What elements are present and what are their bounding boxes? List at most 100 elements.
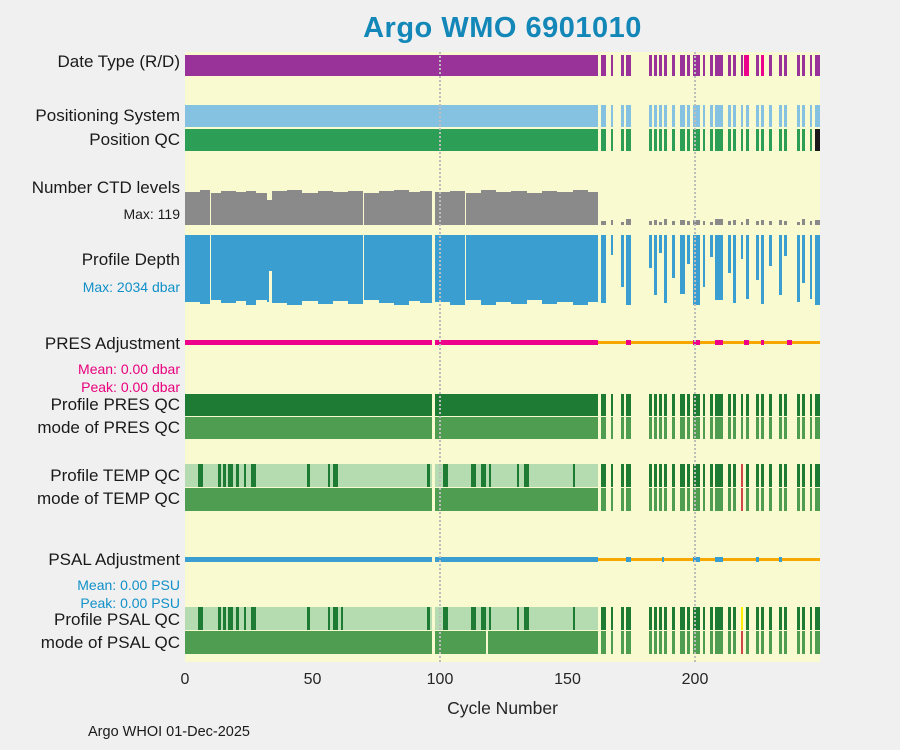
- ctd-levels-bar: [480, 190, 497, 225]
- profile-depth-bar: [496, 235, 512, 302]
- date-type-seg: [600, 55, 606, 76]
- mode-pres-qc-seg: [621, 417, 624, 439]
- row-label: Peak: 0.00 PSU: [80, 595, 180, 611]
- mode-psal-qc-seg: [733, 631, 736, 654]
- profile-depth-bar: [733, 235, 736, 304]
- profile-temp-qc-seg: [802, 464, 805, 487]
- profile-psal-qc-seg: [710, 607, 713, 630]
- ctd-levels-bar: [542, 190, 558, 225]
- profile-psal-qc-tick: [327, 607, 331, 630]
- mode-temp-qc-seg: [692, 488, 701, 511]
- position-qc-seg: [664, 129, 667, 151]
- ctd-levels-bar: [246, 190, 257, 225]
- mode-pres-qc-seg: [797, 417, 800, 439]
- ctd-levels-bar: [317, 190, 333, 225]
- mode-temp-qc-seg: [621, 488, 624, 511]
- profile-psal-qc-seg: [802, 607, 805, 630]
- mode-psal-qc-seg: [702, 631, 706, 654]
- ctd-levels-bar: [621, 222, 624, 225]
- mode-temp-qc-seg: [779, 488, 782, 511]
- position-qc-seg: [672, 129, 675, 151]
- profile-psal-qc-tick: [243, 607, 247, 630]
- profile-psal-qc-tick: [488, 607, 492, 630]
- profile-depth-bar: [692, 235, 701, 305]
- profile-psal-qc-tick: [524, 607, 530, 630]
- profile-temp-qc-seg: [756, 464, 759, 487]
- profile-depth-bar: [746, 235, 749, 299]
- profile-depth-bar: [302, 235, 318, 301]
- positioning-system-solid: [185, 105, 599, 127]
- profile-depth-bar: [332, 235, 349, 302]
- profile-temp-qc-seg: [659, 464, 662, 487]
- position-qc-seg: [715, 129, 724, 151]
- profile-temp-qc-seg: [797, 464, 800, 487]
- mode-pres-qc-seg: [710, 417, 713, 439]
- profile-depth-bar: [450, 235, 466, 305]
- profile-pres-qc-seg: [756, 394, 759, 416]
- positioning-system-seg: [702, 105, 706, 127]
- profile-depth-bar: [779, 235, 782, 296]
- profile-depth-bar: [769, 235, 772, 266]
- row-label: Profile PRES QC: [50, 395, 180, 414]
- psal-adjustment-seg: [661, 557, 665, 562]
- mode-temp-qc-seg: [733, 488, 736, 511]
- profile-pres-qc-seg: [761, 394, 764, 416]
- profile-temp-qc-seg: [692, 464, 701, 487]
- date-type-seg: [728, 55, 731, 76]
- ctd-levels-bar: [797, 222, 800, 225]
- psal-adjustment-after-line: [598, 558, 820, 561]
- position-qc-seg: [761, 129, 764, 151]
- profile-psal-qc-seg: [715, 607, 724, 630]
- profile-depth-bar: [702, 235, 706, 287]
- pres-adjustment-seg: [743, 340, 749, 345]
- profile-pres-qc-seg: [814, 394, 820, 416]
- profile-depth-bar: [220, 235, 236, 304]
- gridline: [439, 52, 441, 662]
- profile-psal-qc-flag: [740, 607, 744, 630]
- profile-temp-qc-seg: [672, 464, 675, 487]
- figure-footer: Argo WHOI 01-Dec-2025: [88, 724, 250, 740]
- profile-pres-qc-seg: [679, 394, 685, 416]
- profile-temp-qc-seg: [702, 464, 706, 487]
- ctd-levels-bar: [450, 190, 466, 225]
- date-type-seg: [733, 55, 736, 76]
- mode-temp-qc-solid: [185, 488, 599, 511]
- profile-pres-qc-seg: [600, 394, 606, 416]
- profile-pres-qc-seg: [710, 394, 713, 416]
- profile-psal-qc-seg: [779, 607, 782, 630]
- row-label: Profile PSAL QC: [54, 610, 180, 629]
- mode-psal-qc-gap: [432, 631, 435, 654]
- positioning-system-seg: [710, 105, 713, 127]
- mode-pres-qc-seg: [769, 417, 772, 439]
- profile-psal-qc-tick: [218, 607, 221, 630]
- positioning-system-seg: [746, 105, 749, 127]
- mode-temp-qc-seg: [797, 488, 800, 511]
- ctd-levels-bar: [419, 190, 433, 225]
- row-label: Max: 2034 dbar: [82, 279, 180, 295]
- ctd-levels-bar: [511, 190, 527, 225]
- ctd-levels-bar: [287, 190, 303, 225]
- profile-psal-qc-tick: [516, 607, 520, 630]
- profile-psal-qc-seg: [654, 607, 657, 630]
- positioning-system-seg: [779, 105, 782, 127]
- mode-psal-qc-seg: [784, 631, 787, 654]
- profile-psal-qc-seg: [687, 607, 690, 630]
- profile-temp-qc-tick: [236, 464, 239, 487]
- profile-pres-qc-seg: [809, 394, 813, 416]
- profile-depth-bar: [572, 235, 588, 305]
- profile-depth-bar: [480, 235, 497, 305]
- profile-depth-bar: [728, 235, 731, 273]
- profile-depth-bar: [210, 235, 221, 300]
- profile-pres-qc-seg: [728, 394, 731, 416]
- positioning-system-seg: [802, 105, 805, 127]
- date-type-seg: [621, 55, 624, 76]
- mode-pres-qc-seg: [600, 417, 606, 439]
- row-label: Peak: 0.00 dbar: [81, 379, 180, 395]
- profile-depth-bar: [200, 235, 211, 305]
- ctd-levels-bar: [756, 221, 759, 225]
- date-type-seg: [672, 55, 675, 76]
- mode-temp-qc-seg: [679, 488, 685, 511]
- profile-depth-bar: [654, 235, 657, 296]
- profile-depth-bar: [526, 235, 542, 301]
- mode-pres-qc-seg: [779, 417, 782, 439]
